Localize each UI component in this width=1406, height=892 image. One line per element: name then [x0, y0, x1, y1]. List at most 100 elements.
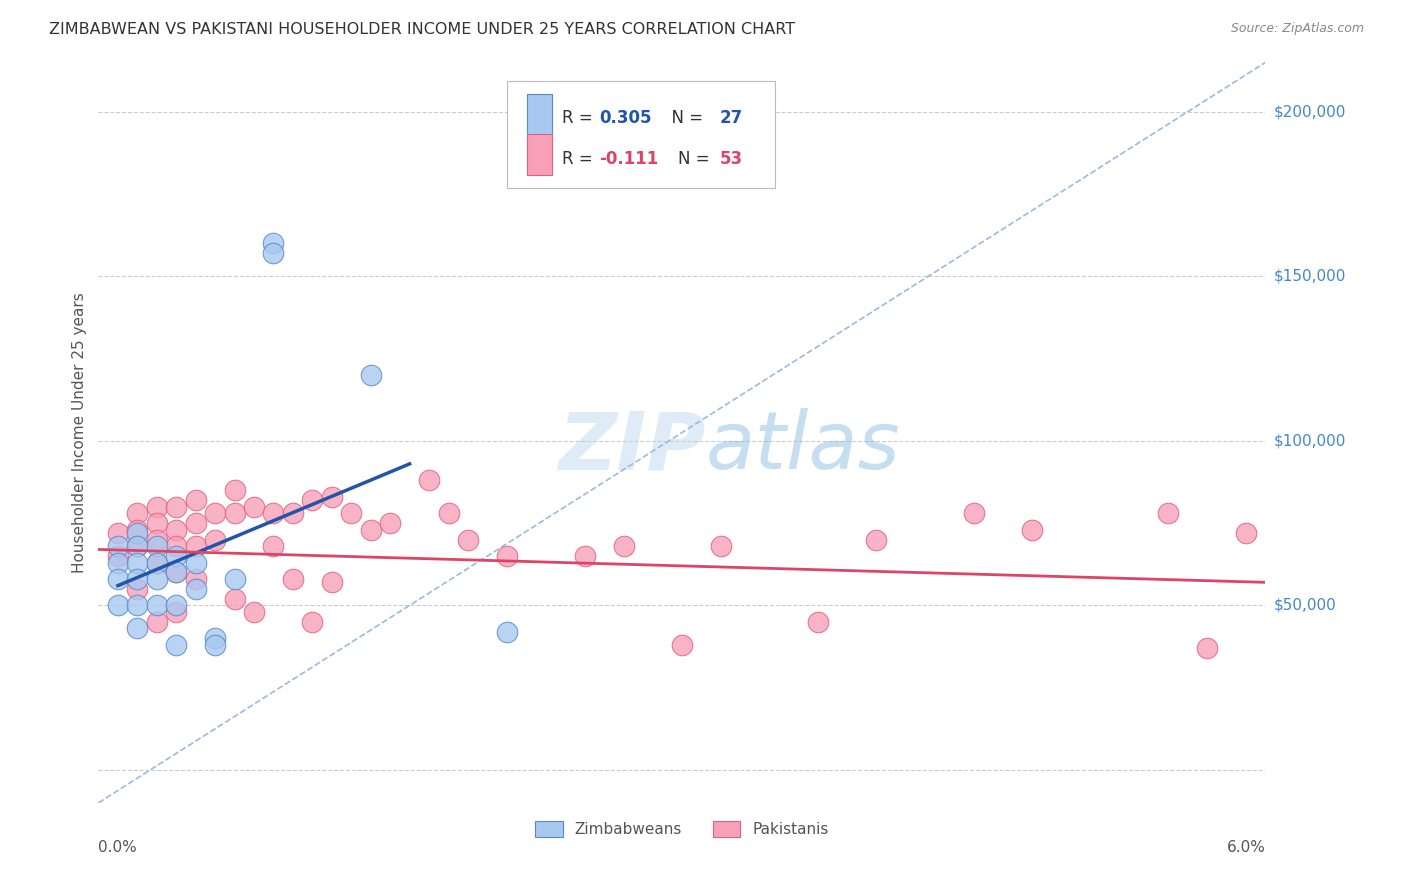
Point — [146, 556, 169, 570]
Point — [204, 533, 226, 547]
Point — [321, 490, 343, 504]
Point — [127, 506, 149, 520]
Text: R =: R = — [562, 150, 598, 168]
Point — [224, 483, 246, 498]
Point — [1197, 641, 1219, 656]
Point — [613, 539, 636, 553]
Point — [127, 539, 149, 553]
Point — [127, 621, 149, 635]
Point — [127, 599, 149, 613]
Text: N =: N = — [679, 150, 716, 168]
Point — [165, 599, 187, 613]
Point — [165, 605, 187, 619]
Point — [574, 549, 596, 563]
Point — [380, 516, 402, 530]
Point — [165, 549, 187, 563]
Point — [127, 526, 149, 541]
Text: Source: ZipAtlas.com: Source: ZipAtlas.com — [1230, 22, 1364, 36]
Point — [204, 632, 226, 646]
Text: ZIP: ZIP — [558, 409, 706, 486]
Point — [418, 473, 440, 487]
Point — [360, 523, 382, 537]
Text: $150,000: $150,000 — [1274, 268, 1346, 284]
Point — [1234, 526, 1257, 541]
Point — [262, 506, 284, 520]
Point — [107, 526, 129, 541]
Point — [340, 506, 363, 520]
Point — [496, 624, 519, 639]
Text: atlas: atlas — [706, 409, 900, 486]
Point — [204, 638, 226, 652]
Text: 53: 53 — [720, 150, 742, 168]
Point — [437, 506, 460, 520]
Point — [146, 539, 169, 553]
Point — [281, 572, 304, 586]
Point — [671, 638, 693, 652]
Text: 6.0%: 6.0% — [1226, 840, 1265, 855]
Point — [243, 605, 266, 619]
Text: N =: N = — [661, 109, 709, 127]
Text: ZIMBABWEAN VS PAKISTANI HOUSEHOLDER INCOME UNDER 25 YEARS CORRELATION CHART: ZIMBABWEAN VS PAKISTANI HOUSEHOLDER INCO… — [49, 22, 796, 37]
Point — [807, 615, 830, 629]
Text: 27: 27 — [720, 109, 742, 127]
Point — [146, 533, 169, 547]
Point — [301, 615, 323, 629]
Point — [127, 539, 149, 553]
Point — [496, 549, 519, 563]
Point — [224, 591, 246, 606]
Point — [710, 539, 733, 553]
Point — [360, 368, 382, 382]
Point — [107, 556, 129, 570]
Point — [262, 539, 284, 553]
Point — [165, 539, 187, 553]
Point — [127, 572, 149, 586]
Point — [301, 493, 323, 508]
Text: $50,000: $50,000 — [1274, 598, 1337, 613]
Point — [281, 506, 304, 520]
Point — [1021, 523, 1043, 537]
Point — [262, 246, 284, 260]
Text: 0.305: 0.305 — [599, 109, 651, 127]
Text: 0.0%: 0.0% — [98, 840, 138, 855]
Text: $100,000: $100,000 — [1274, 434, 1346, 449]
Point — [146, 599, 169, 613]
Point — [165, 523, 187, 537]
Point — [107, 572, 129, 586]
Point — [184, 516, 207, 530]
Legend: Zimbabweans, Pakistanis: Zimbabweans, Pakistanis — [529, 815, 835, 843]
FancyBboxPatch shape — [508, 81, 775, 188]
Point — [146, 516, 169, 530]
Point — [262, 236, 284, 251]
Point — [1157, 506, 1180, 520]
Point — [107, 599, 129, 613]
Point — [146, 500, 169, 514]
Point — [962, 506, 984, 520]
Point — [165, 566, 187, 580]
Bar — [527, 135, 553, 175]
Point — [165, 638, 187, 652]
Point — [127, 556, 149, 570]
Point — [243, 500, 266, 514]
Point — [146, 556, 169, 570]
Point — [107, 539, 129, 553]
Point — [184, 582, 207, 596]
Point — [224, 506, 246, 520]
Point — [184, 493, 207, 508]
Point — [224, 572, 246, 586]
Point — [865, 533, 887, 547]
Point — [321, 575, 343, 590]
Point — [184, 572, 207, 586]
Point — [165, 500, 187, 514]
Point — [146, 572, 169, 586]
Point — [107, 549, 129, 563]
Bar — [527, 95, 553, 135]
Point — [146, 615, 169, 629]
Text: $200,000: $200,000 — [1274, 104, 1346, 120]
Point — [165, 566, 187, 580]
Point — [204, 506, 226, 520]
Text: R =: R = — [562, 109, 598, 127]
Y-axis label: Householder Income Under 25 years: Householder Income Under 25 years — [72, 293, 87, 573]
Point — [127, 523, 149, 537]
Point — [127, 582, 149, 596]
Text: -0.111: -0.111 — [599, 150, 658, 168]
